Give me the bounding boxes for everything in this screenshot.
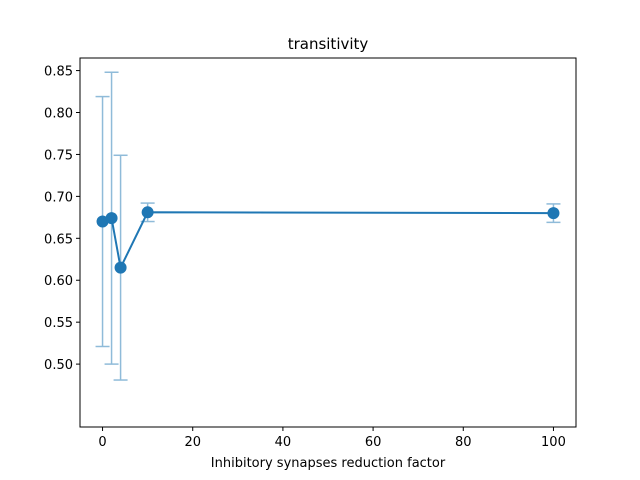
data-point [547,207,560,220]
x-axis: 0 20 40 60 80 100 [98,427,566,450]
x-tick-label: 0 [98,435,106,450]
y-tick-label: 0.75 [44,148,73,163]
data-point [114,261,127,274]
data-point [96,215,109,228]
data-point [105,212,118,225]
x-tick-label: 60 [365,435,382,450]
y-tick-label: 0.50 [44,358,73,373]
x-tick-label: 20 [184,435,201,450]
y-tick-label: 0.70 [44,190,73,205]
y-tick-label: 0.80 [44,107,73,122]
y-tick-label: 0.85 [44,65,73,80]
y-tick-label: 0.60 [44,274,73,289]
x-tick-label: 40 [275,435,292,450]
y-axis: 0.50 0.55 0.60 0.65 0.70 0.75 0.80 0.85 [44,65,80,373]
x-axis-label: Inhibitory synapses reduction factor [211,456,446,471]
x-tick-label: 100 [541,435,566,450]
data-point [141,206,154,219]
chart-title: transitivity [288,35,369,53]
y-tick-label: 0.55 [44,316,73,331]
series-markers [96,206,560,274]
y-tick-label: 0.65 [44,232,73,247]
x-tick-label: 80 [455,435,472,450]
plot-area [79,57,577,428]
